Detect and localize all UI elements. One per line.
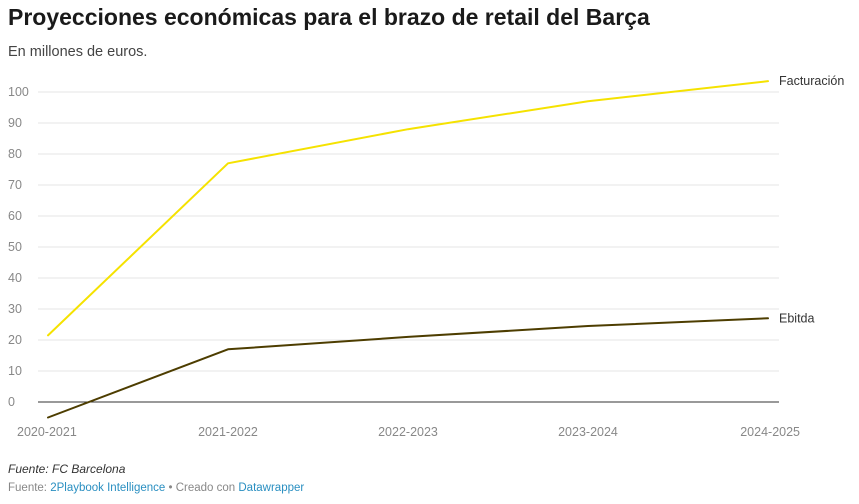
y-tick-label: 90 xyxy=(8,116,22,130)
y-tick-label: 0 xyxy=(8,395,15,409)
credit-source-link[interactable]: 2Playbook Intelligence xyxy=(50,482,166,494)
y-tick-label: 40 xyxy=(8,271,22,285)
series-label-ebitda: Ebitda xyxy=(779,311,814,325)
credit-tool-link[interactable]: Datawrapper xyxy=(238,482,305,494)
x-tick-label: 2024-2025 xyxy=(740,425,800,439)
x-axis-ticks: 2020-2021 2021-2022 2022-2023 2023-2024 2024… xyxy=(17,425,800,439)
data-point-ebitda xyxy=(226,347,231,352)
y-tick-label: 30 xyxy=(8,302,22,316)
data-point-ebitda xyxy=(406,334,411,339)
series-labels: Facturación Ebitda xyxy=(779,74,844,325)
data-point-ebitda xyxy=(766,316,771,321)
data-point-facturacion xyxy=(406,127,411,132)
y-tick-label: 10 xyxy=(8,364,22,378)
data-point-facturacion xyxy=(46,333,51,338)
credit-prefix: Fuente: xyxy=(8,482,51,494)
y-tick-label: 100 xyxy=(8,85,29,99)
series-line-ebitda xyxy=(47,317,769,419)
series-label-facturacion: Facturación xyxy=(779,74,844,88)
y-tick-label: 60 xyxy=(8,209,22,223)
data-point-ebitda xyxy=(586,324,591,329)
y-tick-label: 80 xyxy=(8,147,22,161)
x-tick-label: 2022-2023 xyxy=(378,425,438,439)
data-point-facturacion xyxy=(226,161,231,166)
chart-title: Proyecciones económicas para el brazo de… xyxy=(8,4,650,30)
data-point-ebitda xyxy=(46,415,51,420)
series-lines xyxy=(46,79,771,420)
series-line-facturacion xyxy=(47,80,769,337)
data-point-facturacion xyxy=(766,79,771,84)
y-axis-ticks: 0 10 20 30 40 50 60 70 80 90 100 xyxy=(8,85,29,409)
data-point-facturacion xyxy=(586,99,591,104)
source-note: Fuente: FC Barcelona xyxy=(8,462,126,476)
credit-separator: • Creado con xyxy=(165,482,239,494)
y-tick-label: 70 xyxy=(8,178,22,192)
gridlines xyxy=(38,91,779,403)
x-tick-label: 2020-2021 xyxy=(17,425,77,439)
x-tick-label: 2021-2022 xyxy=(198,425,258,439)
y-tick-label: 20 xyxy=(8,333,22,347)
x-tick-label: 2023-2024 xyxy=(558,425,618,439)
credit-line: Fuente: 2Playbook Intelligence • Creado … xyxy=(8,482,304,494)
chart-subtitle: En millones de euros. xyxy=(8,44,148,60)
y-tick-label: 50 xyxy=(8,240,22,254)
